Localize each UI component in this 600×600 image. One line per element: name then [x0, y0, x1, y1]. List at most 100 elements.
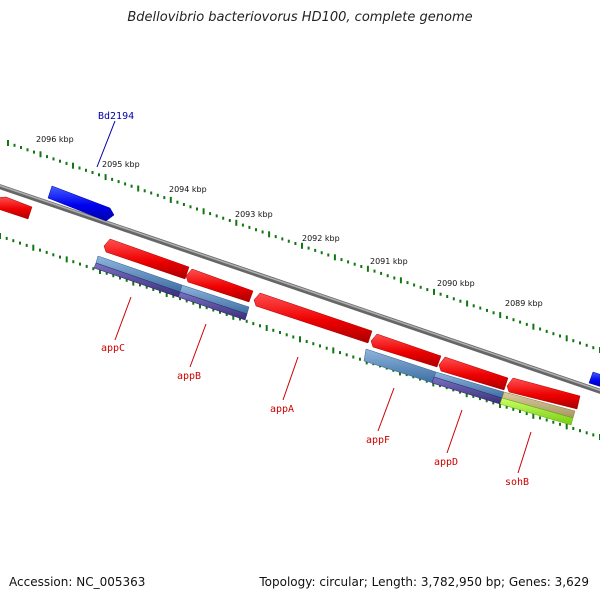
ruler-minor-tick — [39, 248, 41, 252]
ruler-minor-tick — [209, 212, 212, 216]
ruler-minor-tick — [117, 180, 120, 184]
ruler-major-tick — [199, 302, 201, 309]
gene-arrow-sohb[interactable] — [506, 377, 581, 410]
ruler-minor-tick — [112, 274, 115, 278]
ruler-minor-tick — [156, 193, 159, 197]
ruler-minor-tick — [373, 269, 376, 273]
ruler-minor-tick — [413, 283, 416, 287]
gene-label-appc[interactable]: appC — [101, 343, 125, 354]
feature-lime[interactable] — [499, 397, 574, 426]
tick-label-2093: 2093 kbp — [235, 210, 273, 219]
ruler-major-tick — [565, 335, 568, 342]
gene-label-bd2194[interactable]: Bd2194 — [98, 111, 134, 122]
ruler-major-tick — [332, 347, 335, 354]
ruler-minor-tick — [5, 236, 8, 240]
ruler-minor-tick — [176, 200, 179, 204]
ruler-minor-tick — [285, 333, 288, 337]
ruler-minor-tick — [539, 416, 541, 420]
ruler-major-tick — [165, 291, 168, 297]
inner-ruler-dots — [0, 233, 600, 440]
ruler-minor-tick — [552, 420, 555, 424]
ruler-minor-tick — [245, 319, 248, 323]
ruler-minor-tick — [519, 410, 521, 413]
ruler-minor-tick — [512, 407, 515, 411]
ruler-minor-tick — [222, 216, 225, 220]
ruler-minor-tick — [539, 327, 542, 331]
ruler-major-tick — [465, 391, 468, 398]
ruler-minor-tick — [559, 422, 561, 426]
ruler-minor-tick — [124, 182, 127, 186]
ruler-minor-tick — [472, 304, 475, 308]
ruler-minor-tick — [525, 322, 528, 326]
tick-label-2089: 2089 kbp — [505, 299, 543, 308]
feature-slate-2[interactable] — [177, 291, 248, 321]
gene-arrow-left-edge[interactable] — [0, 196, 33, 220]
ruler-minor-tick — [33, 150, 35, 154]
gene-label-appb[interactable]: appB — [177, 371, 201, 382]
ruler-minor-tick — [585, 431, 588, 435]
ruler-minor-tick — [152, 288, 155, 291]
ruler-minor-tick — [320, 251, 323, 255]
ruler-minor-tick — [52, 253, 55, 257]
ruler-minor-tick — [219, 310, 221, 314]
ruler-minor-tick — [292, 335, 295, 339]
gene-label-appf[interactable]: appF — [366, 435, 390, 446]
gene-arrow-appd[interactable] — [438, 356, 509, 391]
gene-arrow-right-edge[interactable] — [588, 371, 600, 388]
ruler-minor-tick — [150, 191, 153, 195]
ruler-minor-tick — [163, 196, 166, 200]
ruler-minor-tick — [452, 388, 455, 392]
ruler-minor-tick — [479, 397, 481, 401]
ruler-minor-tick — [592, 433, 595, 437]
ruler-minor-tick — [519, 320, 522, 324]
leader-lines — [96, 120, 532, 474]
ruler-minor-tick — [182, 203, 185, 206]
ruler-minor-tick — [579, 341, 581, 345]
ruler-minor-tick — [459, 299, 462, 303]
ruler-minor-tick — [215, 214, 218, 218]
ruler-minor-tick — [25, 243, 28, 247]
ruler-minor-tick — [325, 346, 328, 350]
ruler-minor-tick — [307, 246, 310, 250]
ruler-major-tick — [65, 256, 68, 263]
ruler-minor-tick — [185, 299, 188, 303]
ruler-minor-tick — [419, 285, 422, 289]
ruler-minor-tick — [459, 390, 461, 394]
ruler-major-tick — [7, 140, 9, 146]
ruler-minor-tick — [72, 260, 75, 264]
ruler-minor-tick — [439, 292, 442, 296]
ruler-minor-tick — [143, 189, 146, 193]
tick-label-2091: 2091 kbp — [370, 257, 408, 266]
gene-arrow-appc[interactable] — [103, 238, 190, 280]
leader-appa — [282, 356, 299, 401]
ruler-minor-tick — [59, 159, 61, 163]
ruler-minor-tick — [65, 161, 68, 165]
ruler-minor-tick — [281, 237, 284, 241]
gene-labels: Bd2194 appC appB appA appF appD sohB — [98, 111, 529, 488]
ruler-minor-tick — [559, 334, 561, 338]
ruler-minor-tick — [386, 274, 389, 278]
leader-appf — [377, 387, 395, 432]
gene-label-sohb[interactable]: sohB — [505, 477, 529, 488]
ruler-minor-tick — [287, 239, 290, 243]
tick-label-2090: 2090 kbp — [437, 279, 475, 288]
ruler-major-tick — [99, 268, 101, 274]
ruler-minor-tick — [545, 418, 548, 422]
gene-arrow-bd2194[interactable] — [47, 185, 115, 222]
ruler-minor-tick — [91, 171, 94, 174]
ruler-minor-tick — [479, 306, 482, 310]
gene-arrow-appf[interactable] — [370, 333, 442, 368]
leader-appc — [114, 296, 132, 341]
ruler-minor-tick — [52, 157, 55, 161]
ruler-minor-tick — [446, 295, 449, 298]
gene-arrow-appa[interactable] — [253, 292, 373, 344]
ruler-minor-tick — [294, 242, 297, 245]
tick-label-2092: 2092 kbp — [302, 234, 340, 243]
gene-label-appd[interactable]: appD — [434, 457, 458, 468]
ruler-minor-tick — [125, 278, 128, 282]
ruler-minor-tick — [279, 331, 281, 334]
ruler-minor-tick — [85, 168, 87, 172]
gene-label-appa[interactable]: appA — [270, 404, 294, 415]
ruler-major-tick — [499, 402, 501, 408]
gene-arrow-appb[interactable] — [185, 268, 254, 303]
